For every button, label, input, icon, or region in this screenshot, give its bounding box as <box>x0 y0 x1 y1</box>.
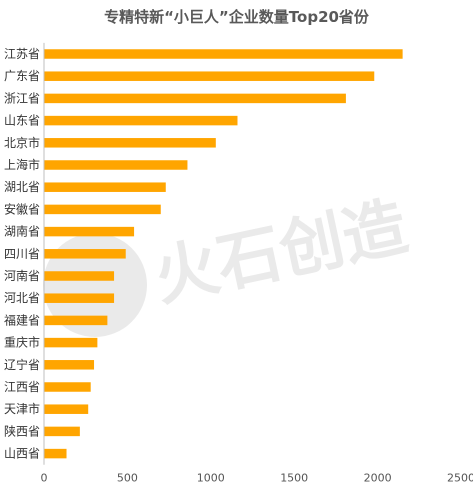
x-tick-label: 2000 <box>364 472 392 485</box>
category-label: 湖南省 <box>4 224 40 239</box>
bar-10 <box>44 249 126 259</box>
bar-14 <box>44 337 98 348</box>
x-tick-label: 1000 <box>197 472 225 485</box>
bar-15 <box>44 360 95 370</box>
bar-8 <box>44 204 161 215</box>
category-label: 陕西省 <box>4 423 40 438</box>
bar-6 <box>44 160 188 170</box>
bar-7 <box>44 182 166 192</box>
x-tick-label: 500 <box>117 472 138 485</box>
category-label: 山西省 <box>4 447 40 461</box>
category-label: 四川省 <box>4 247 40 261</box>
x-tick-label: 1500 <box>280 472 308 485</box>
category-label: 北京市 <box>4 135 40 150</box>
bar-16 <box>44 382 91 392</box>
bar-3 <box>44 93 346 104</box>
category-label: 浙江省 <box>4 91 40 105</box>
bar-11 <box>44 271 115 281</box>
bar-19 <box>44 448 67 459</box>
x-tick-label: 0 <box>41 472 48 485</box>
bar-9 <box>44 226 135 237</box>
category-label: 辽宁省 <box>4 357 40 372</box>
category-label: 湖北省 <box>4 179 40 194</box>
bar-17 <box>44 404 89 414</box>
bar-2 <box>44 71 375 81</box>
bar-4 <box>44 115 238 126</box>
category-label: 安徽省 <box>4 201 40 216</box>
category-label: 江西省 <box>4 380 40 394</box>
category-label: 河北省 <box>4 291 40 305</box>
bar-1 <box>44 49 403 59</box>
chart-title: 专精特新“小巨人”企业数量Top20省份 <box>104 8 369 26</box>
category-label: 天津市 <box>4 401 40 416</box>
category-label: 广东省 <box>4 69 40 83</box>
bar-13 <box>44 315 108 326</box>
category-label: 山东省 <box>4 114 40 128</box>
bar-5 <box>44 138 216 148</box>
category-label: 福建省 <box>4 312 40 327</box>
watermark-text: 火石创造 <box>148 190 414 316</box>
watermark-logo-icon <box>43 233 147 337</box>
category-label: 上海市 <box>4 157 40 172</box>
category-label: 河南省 <box>4 268 40 283</box>
bar-18 <box>44 426 80 437</box>
category-label: 重庆市 <box>4 335 40 350</box>
x-tick-label: 2500 <box>447 472 473 485</box>
bar-12 <box>44 293 115 303</box>
category-label: 江苏省 <box>4 47 40 61</box>
